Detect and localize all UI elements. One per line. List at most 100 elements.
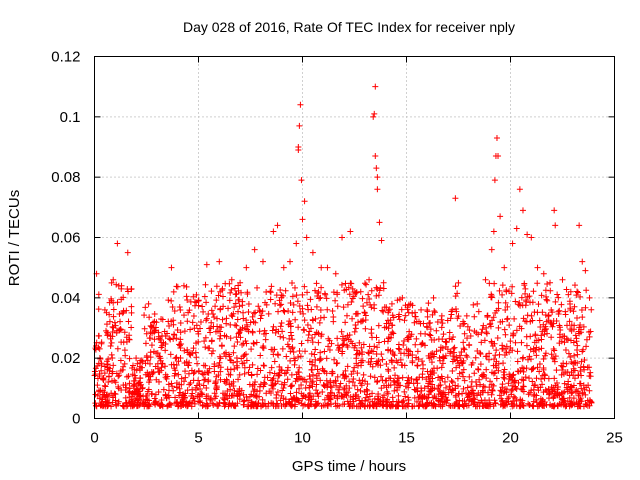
scatter-point bbox=[118, 386, 125, 393]
scatter-point bbox=[466, 327, 473, 334]
scatter-point bbox=[480, 371, 487, 378]
scatter-point bbox=[239, 341, 246, 348]
scatter-point bbox=[336, 384, 343, 391]
scatter-point bbox=[222, 391, 229, 398]
scatter-point bbox=[116, 310, 123, 317]
scatter-point bbox=[576, 380, 583, 387]
scatter-point bbox=[146, 314, 153, 321]
scatter-point bbox=[448, 389, 455, 396]
scatter-point bbox=[571, 352, 578, 359]
scatter-point bbox=[339, 393, 346, 400]
scatter-point bbox=[296, 373, 303, 380]
scatter-point bbox=[415, 403, 422, 410]
scatter-point bbox=[324, 392, 331, 399]
scatter-point bbox=[574, 388, 581, 395]
scatter-point bbox=[504, 315, 511, 322]
scatter-point bbox=[489, 317, 496, 324]
scatter-point bbox=[516, 299, 523, 306]
scatter-point bbox=[374, 174, 381, 181]
scatter-point bbox=[532, 332, 539, 339]
scatter-point bbox=[118, 282, 125, 289]
scatter-point bbox=[391, 378, 398, 385]
scatter-point bbox=[222, 349, 229, 356]
scatter-point bbox=[523, 365, 530, 372]
scatter-point bbox=[487, 378, 494, 385]
scatter-point bbox=[295, 353, 302, 360]
scatter-point bbox=[584, 364, 591, 371]
scatter-point bbox=[151, 395, 158, 402]
scatter-point bbox=[219, 287, 226, 294]
scatter-point bbox=[519, 302, 526, 309]
scatter-point bbox=[304, 302, 311, 309]
scatter-point bbox=[202, 281, 209, 288]
scatter-point bbox=[260, 379, 267, 386]
scatter-point bbox=[126, 394, 133, 401]
scatter-point bbox=[309, 339, 316, 346]
scatter-point bbox=[380, 308, 387, 315]
scatter-point bbox=[253, 339, 260, 346]
scatter-point bbox=[477, 381, 484, 388]
scatter-point bbox=[311, 287, 318, 294]
scatter-point bbox=[277, 333, 284, 340]
scatter-point bbox=[460, 345, 467, 352]
scatter-point bbox=[321, 382, 328, 389]
scatter-point bbox=[515, 379, 522, 386]
scatter-point bbox=[563, 360, 570, 367]
scatter-point bbox=[382, 377, 389, 384]
scatter-point bbox=[178, 381, 185, 388]
scatter-point bbox=[195, 338, 202, 345]
scatter-point bbox=[302, 393, 309, 400]
scatter-point bbox=[490, 228, 497, 235]
scatter-point bbox=[497, 213, 504, 220]
scatter-point bbox=[385, 309, 392, 316]
scatter-point bbox=[208, 338, 215, 345]
scatter-point bbox=[126, 355, 133, 362]
scatter-point bbox=[355, 403, 362, 410]
scatter-point bbox=[156, 402, 163, 409]
scatter-point bbox=[504, 303, 511, 310]
scatter-point bbox=[197, 386, 204, 393]
scatter-point bbox=[412, 341, 419, 348]
scatter-point bbox=[272, 300, 279, 307]
scatter-point bbox=[314, 366, 321, 373]
scatter-point bbox=[301, 317, 308, 324]
scatter-point bbox=[368, 330, 375, 337]
scatter-point bbox=[322, 291, 329, 298]
scatter-point bbox=[148, 342, 155, 349]
scatter-point bbox=[99, 376, 106, 383]
scatter-point bbox=[251, 246, 258, 253]
scatter-point bbox=[284, 367, 291, 374]
scatter-point bbox=[287, 300, 294, 307]
scatter-point bbox=[528, 312, 535, 319]
scatter-point bbox=[380, 399, 387, 406]
scatter-point bbox=[468, 361, 475, 368]
scatter-point bbox=[559, 276, 566, 283]
scatter-point bbox=[166, 322, 173, 329]
scatter-point bbox=[487, 320, 494, 327]
scatter-point bbox=[271, 358, 278, 365]
scatter-point bbox=[213, 283, 220, 290]
scatter-point bbox=[173, 283, 180, 290]
scatter-point bbox=[272, 329, 279, 336]
scatter-point bbox=[427, 354, 434, 361]
scatter-point bbox=[371, 343, 378, 350]
scatter-point bbox=[111, 319, 118, 326]
scatter-point bbox=[509, 240, 516, 247]
scatter-point bbox=[480, 322, 487, 329]
scatter-point bbox=[449, 306, 456, 313]
scatter-point bbox=[328, 390, 335, 397]
scatter-point bbox=[173, 335, 180, 342]
scatter-point bbox=[460, 373, 467, 380]
scatter-point bbox=[431, 309, 438, 316]
scatter-point bbox=[176, 385, 183, 392]
scatter-point bbox=[208, 288, 215, 295]
scatter-point bbox=[362, 312, 369, 319]
scatter-point bbox=[500, 403, 507, 410]
scatter-point bbox=[286, 335, 293, 342]
scatter-point bbox=[576, 222, 583, 229]
scatter-point bbox=[431, 307, 438, 314]
scatter-point bbox=[276, 302, 283, 309]
scatter-point bbox=[567, 383, 574, 390]
scatter-point bbox=[161, 363, 168, 370]
scatter-point bbox=[228, 276, 235, 283]
